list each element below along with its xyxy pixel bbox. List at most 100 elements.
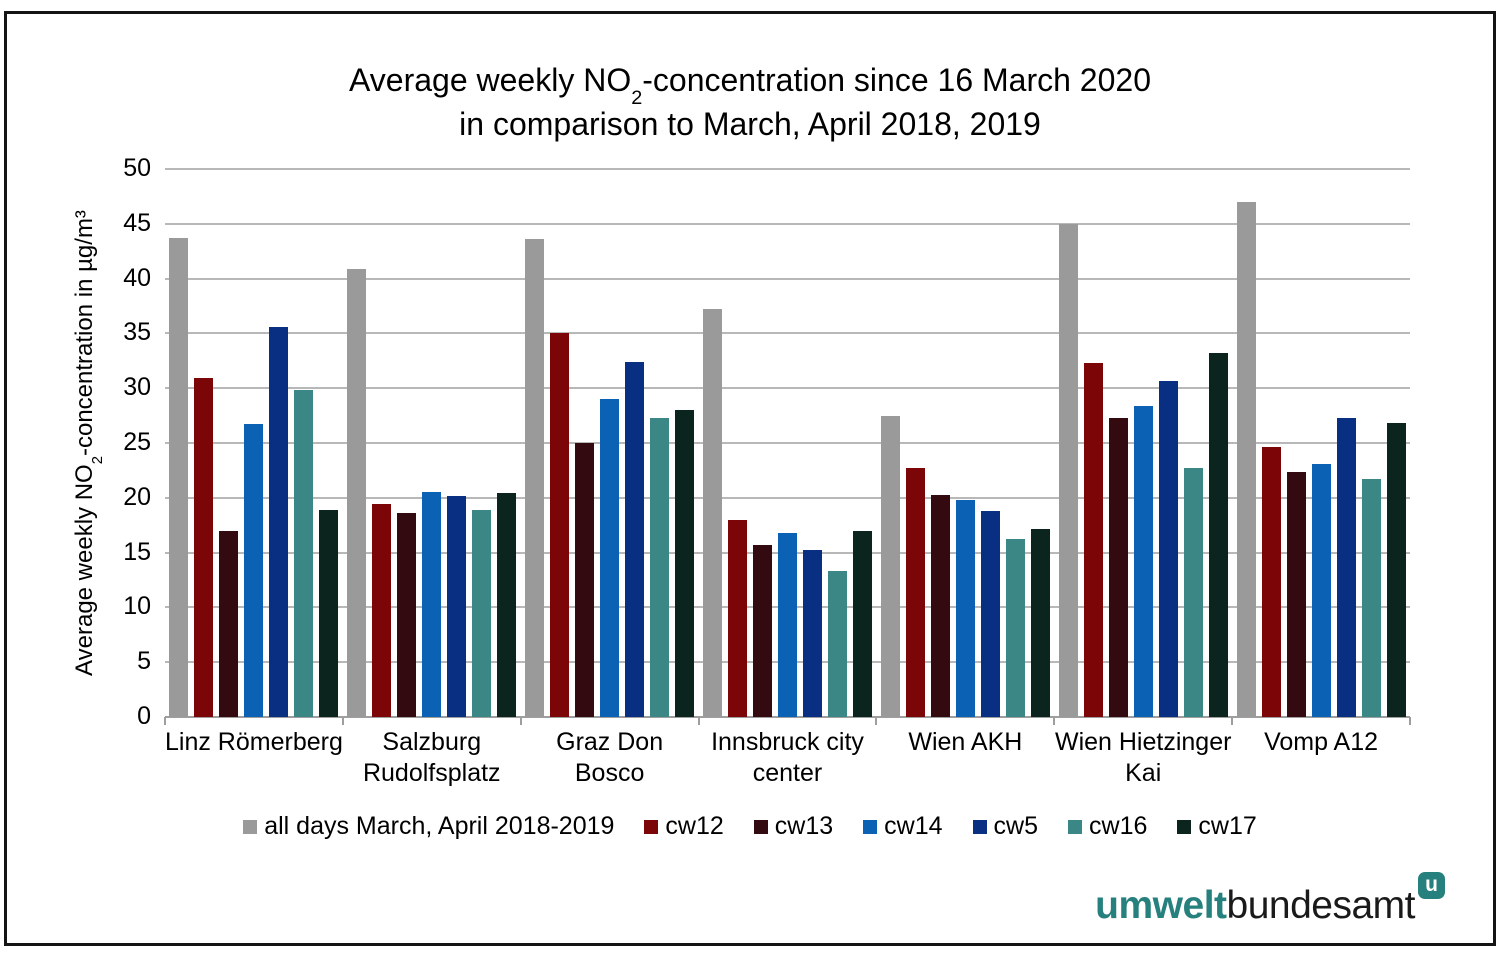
bar-cw5 (1336, 417, 1356, 717)
x-axis-tick (341, 717, 344, 725)
x-category-label-4: Innsbruck city center (711, 728, 864, 787)
legend-label: cw12 (665, 812, 724, 840)
legend-item-cw14: cw14 (863, 812, 943, 841)
legend-item-cw13: cw13 (753, 812, 834, 841)
bar-cw17 (1208, 353, 1228, 717)
x-axis-tick (1409, 717, 1411, 725)
chart-title-line2: in comparison to March, April 2018, 2019 (459, 106, 1041, 142)
legend: all days March, April 2018-2019 cw12 cw13 c… (0, 812, 1500, 841)
x-category-label-5: Wien AKH (908, 728, 1023, 756)
y-tick-label-30: 30 (123, 373, 151, 402)
legend-marker-icon (1068, 819, 1083, 834)
x-axis-tick (875, 717, 878, 725)
logo-word-bundesamt: bundesamt (1226, 884, 1416, 927)
legend-marker-icon (863, 819, 878, 834)
legend-label: cw5 (993, 812, 1039, 840)
x-category-label-1: Linz Römerberg (165, 728, 343, 756)
gridline-40 (165, 277, 1410, 280)
legend-item-cw12: cw12 (644, 812, 724, 841)
title-text: -concentration since 16 March 2020 (642, 62, 1151, 98)
bar-cw17 (675, 410, 695, 717)
bar-cw17 (319, 509, 339, 717)
legend-label: cw13 (774, 812, 834, 840)
bar-all-days-march-april-2018-2019 (1058, 223, 1078, 717)
plot-area: 0 5 10 15 20 25 30 35 40 45 50 (123, 156, 1411, 729)
umweltbundesamt-logo: umweltbundesamt u (1095, 872, 1445, 928)
bar-cw5 (1158, 380, 1178, 717)
bar-group-7 (1232, 169, 1410, 717)
gridline-45 (165, 222, 1410, 225)
bar-cw12 (194, 378, 214, 717)
y-tick-label-40: 40 (123, 263, 151, 292)
bar-cw16 (294, 390, 314, 717)
x-axis-line (165, 716, 1410, 718)
bar-cw13 (575, 443, 595, 717)
y-tick-label-50: 50 (123, 154, 151, 182)
legend-item-cw17: cw17 (1177, 812, 1257, 841)
title-subscript: 2 (631, 86, 643, 109)
bar-cw13 (1286, 471, 1306, 717)
gridline-50 (165, 168, 1410, 170)
bar-cw17 (497, 493, 517, 717)
bar-cw12 (372, 504, 392, 717)
bar-cw13 (930, 494, 950, 717)
bar-cw14 (422, 492, 442, 717)
legend-label: all days March, April 2018-2019 (264, 812, 615, 840)
y-tick-label-25: 25 (123, 428, 151, 456)
x-category-label-3: Graz Don Bosco (556, 728, 664, 787)
bar-cw5 (980, 510, 1000, 717)
y-tick-label-35: 35 (123, 318, 151, 347)
bar-cw5 (269, 326, 289, 717)
bar-cw12 (1261, 447, 1281, 717)
x-axis-tick (519, 717, 522, 725)
legend-label: cw17 (1198, 812, 1257, 840)
bar-all-days-march-april-2018-2019 (169, 238, 189, 717)
bar-group-2 (343, 169, 521, 717)
logo-word-umwelt: umwelt (1095, 884, 1227, 927)
bar-cw14 (955, 500, 975, 717)
gridline-35 (165, 332, 1410, 335)
x-axis-tick (164, 717, 166, 725)
bar-cw14 (1311, 463, 1331, 717)
gridline-30 (165, 387, 1410, 390)
y-tick-label-15: 15 (123, 537, 151, 566)
bar-cw5 (447, 495, 467, 717)
legend-item-cw16: cw16 (1068, 812, 1147, 841)
bar-cw17 (1386, 423, 1406, 717)
legend-label: cw16 (1089, 812, 1148, 840)
bar-group-6 (1054, 169, 1232, 717)
bar-cw12 (727, 519, 747, 717)
legend-label: cw14 (884, 812, 943, 840)
chart-title: Average weekly NO2-concentration since 1… (0, 58, 1500, 146)
legend-item-all-days-march-april-2018-2019: all days March, April 2018-2019 (243, 812, 614, 841)
bar-cw17 (1030, 528, 1050, 717)
bar-cw14 (244, 424, 264, 717)
bar-cw12 (1083, 363, 1103, 717)
legend-marker-icon (243, 819, 258, 834)
legend-marker-icon (753, 819, 768, 834)
x-category-label-7: Vomp A12 (1264, 728, 1379, 756)
logo-u-badge-icon: u (1418, 872, 1445, 899)
bar-all-days-march-april-2018-2019 (525, 239, 545, 717)
legend-marker-icon (644, 819, 659, 834)
bar-cw5 (625, 361, 645, 717)
bar-cw12 (550, 333, 570, 717)
gridline-20 (165, 496, 1410, 499)
legend-item-cw5: cw5 (972, 812, 1039, 841)
legend-marker-icon (972, 819, 987, 834)
chart-title-line1: Average weekly NO2-concentration since 1… (0, 58, 1500, 108)
bar-cw14 (1133, 405, 1153, 717)
bar-cw13 (219, 530, 239, 717)
bar-cw16 (472, 509, 492, 717)
bar-cw13 (752, 544, 772, 717)
bar-cw16 (1361, 479, 1381, 717)
bar-cw17 (852, 530, 872, 717)
bar-cw14 (600, 399, 620, 717)
bar-cw16 (827, 571, 847, 717)
bar-group-4 (699, 169, 877, 717)
bar-cw13 (397, 513, 417, 717)
y-tick-label-45: 45 (123, 208, 151, 237)
bar-cw14 (777, 532, 797, 717)
x-axis-tick (1231, 717, 1234, 725)
